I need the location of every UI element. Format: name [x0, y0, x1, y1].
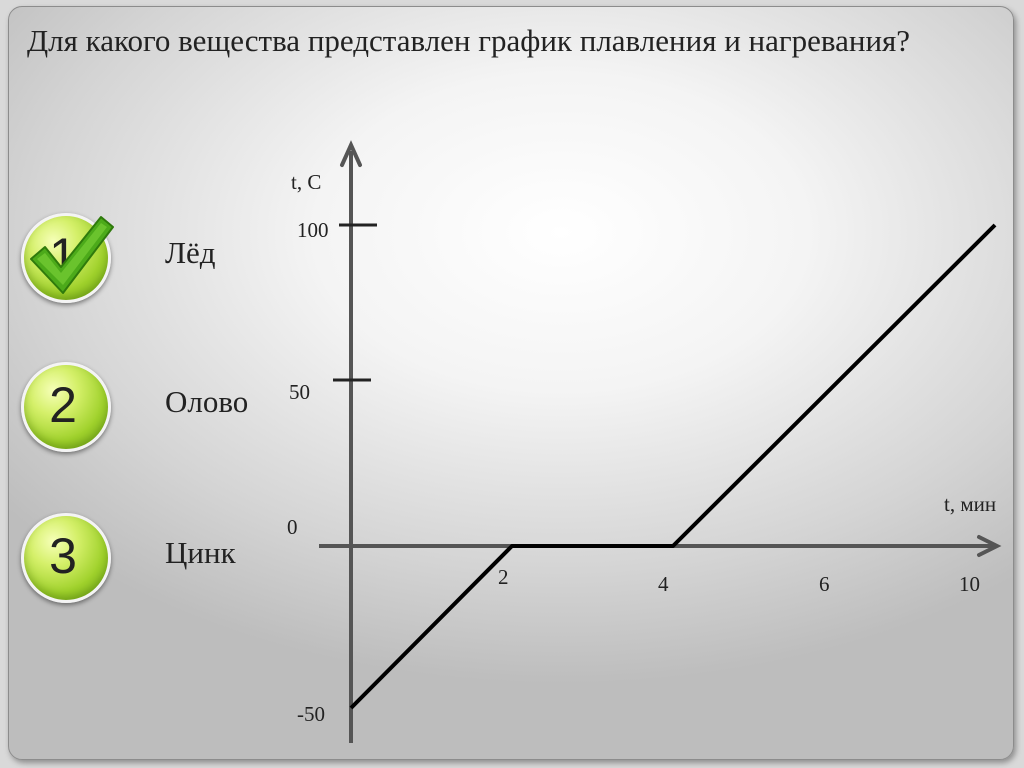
y-tick-label: -50	[297, 702, 325, 726]
question-text: Для какого вещества представлен график п…	[27, 23, 911, 58]
option-badge	[21, 362, 111, 452]
x-tick-label: 4	[658, 572, 669, 596]
x-tick-label: 6	[819, 572, 830, 596]
y-tick-label: 100	[297, 218, 329, 242]
y-tick-label: 50	[289, 380, 310, 404]
option-badge	[21, 513, 111, 603]
slide: Для какого вещества представлен график п…	[8, 6, 1014, 760]
temperature-time-chart: t, C t, мин 100 50 0 -50 2 4 6 10	[287, 140, 1002, 743]
option-number: 2	[49, 377, 77, 433]
x-axis-arrow	[977, 535, 1002, 557]
x-axis-label: t, мин	[944, 492, 996, 516]
y-tick-label: 0	[287, 515, 298, 539]
x-tick-label: 10	[959, 572, 980, 596]
series-line	[349, 223, 997, 710]
y-axis-arrow	[340, 140, 362, 167]
answer-option-2[interactable]: 2 Олово	[21, 362, 281, 452]
option-number: 3	[49, 528, 77, 584]
answer-option-3[interactable]: 3 Цинк	[21, 513, 281, 603]
option-label: Олово	[165, 384, 249, 419]
x-tick-label: 2	[498, 565, 509, 589]
checkmark-icon	[30, 216, 114, 294]
option-label: Цинк	[165, 535, 236, 570]
y-axis-label: t, C	[291, 170, 321, 194]
answer-option-1[interactable]: 1 Лёд	[21, 213, 281, 303]
option-label: Лёд	[165, 235, 216, 270]
